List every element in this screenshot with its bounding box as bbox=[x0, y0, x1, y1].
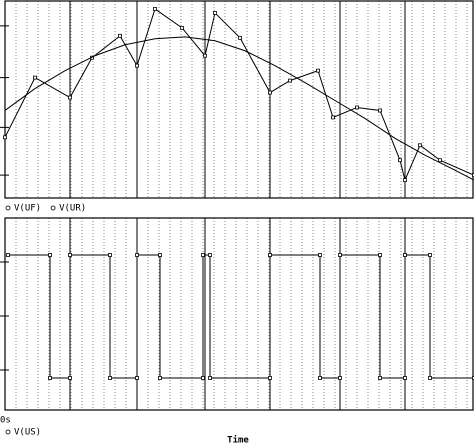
data-point bbox=[355, 105, 359, 110]
data-point bbox=[338, 376, 342, 380]
series-line bbox=[8, 254, 474, 379]
x-tick-label: 0s bbox=[0, 416, 11, 426]
data-point bbox=[158, 253, 162, 257]
data-point bbox=[135, 376, 139, 380]
data-point bbox=[318, 253, 322, 257]
data-point bbox=[268, 376, 272, 380]
data-point bbox=[108, 253, 112, 257]
data-point bbox=[201, 376, 205, 380]
data-point bbox=[418, 143, 422, 148]
data-point bbox=[68, 253, 72, 257]
data-point bbox=[33, 75, 37, 80]
legend-label: V(UR) bbox=[59, 204, 86, 214]
data-point bbox=[213, 11, 217, 15]
legend-marker bbox=[50, 205, 56, 211]
data-point bbox=[203, 53, 207, 58]
series-line bbox=[4, 8, 474, 182]
data-point bbox=[238, 35, 242, 40]
data-point bbox=[428, 253, 432, 257]
legend-marker bbox=[5, 429, 11, 435]
data-point bbox=[316, 68, 320, 73]
data-point bbox=[108, 376, 112, 380]
data-point bbox=[268, 90, 272, 95]
series-line bbox=[4, 36, 474, 181]
data-point bbox=[268, 253, 272, 257]
data-point bbox=[153, 7, 157, 11]
data-point bbox=[208, 376, 212, 380]
data-point bbox=[318, 376, 322, 380]
data-point bbox=[201, 253, 205, 257]
data-point bbox=[472, 173, 474, 178]
data-point bbox=[135, 63, 139, 68]
data-point bbox=[331, 115, 335, 120]
data-point bbox=[472, 376, 474, 380]
x-axis-label: Time bbox=[227, 435, 249, 445]
data-point bbox=[3, 135, 7, 140]
data-point bbox=[118, 33, 122, 38]
plot-frame bbox=[4, 217, 474, 411]
data-point bbox=[158, 376, 162, 380]
data-point bbox=[438, 158, 442, 163]
data-point bbox=[208, 253, 212, 257]
data-point bbox=[428, 376, 432, 380]
data-point bbox=[68, 95, 72, 100]
plot-frame bbox=[4, 0, 474, 199]
data-point bbox=[398, 158, 402, 163]
data-point bbox=[403, 376, 407, 380]
data-point bbox=[378, 376, 382, 380]
legend-label: V(UF) bbox=[14, 204, 41, 214]
data-point bbox=[68, 376, 72, 380]
data-point bbox=[6, 253, 10, 257]
data-point bbox=[403, 178, 407, 182]
data-point bbox=[378, 253, 382, 257]
data-point bbox=[135, 253, 139, 257]
data-point bbox=[48, 253, 52, 257]
data-point bbox=[338, 253, 342, 257]
data-point bbox=[403, 253, 407, 257]
legend-label: V(US) bbox=[14, 428, 41, 438]
data-point bbox=[48, 376, 52, 380]
legend-marker bbox=[5, 205, 11, 211]
data-point bbox=[378, 108, 382, 113]
data-point bbox=[288, 78, 292, 83]
data-point bbox=[180, 25, 184, 30]
